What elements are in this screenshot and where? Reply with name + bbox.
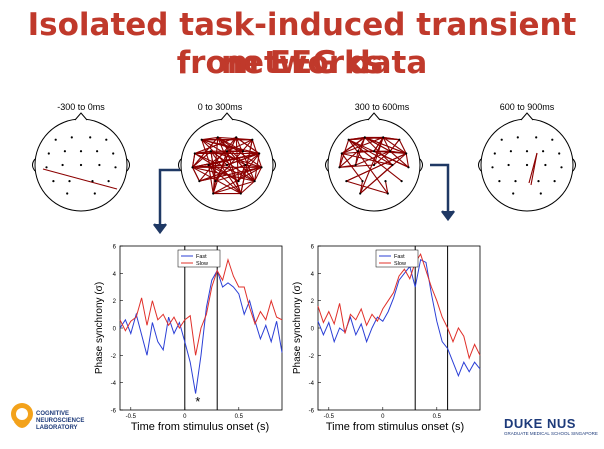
slide-title-line1: Isolated task-induced transient networks <box>27 7 577 81</box>
significance-asterisk: * <box>195 394 200 409</box>
y-tick-label: 0 <box>113 327 117 333</box>
logo-line-2: NEUROSCIENCE <box>36 418 85 424</box>
head-map-2 <box>178 112 276 212</box>
legend-label: Fast <box>196 254 207 260</box>
logo-line-1: COGNITIVE <box>36 411 70 417</box>
y-tick-label: 2 <box>113 299 117 305</box>
legend-label: Slow <box>394 261 406 267</box>
cognitive-neuroscience-lab-logo: COGNITIVE NEUROSCIENCE LABORATORY <box>2 398 132 446</box>
arrow-left <box>153 168 180 235</box>
head-map-4 <box>478 112 576 212</box>
duke-nus-subtitle: GRADUATE MEDICAL SCHOOL SINGAPORE <box>504 431 598 436</box>
duke-nus-wordmark: DUKE NUS <box>504 416 576 431</box>
y-tick-label: -6 <box>309 409 315 415</box>
window-label-3: 300 to 600ms <box>354 102 410 112</box>
y-tick-label: -2 <box>111 354 117 360</box>
arrow-right <box>430 163 455 222</box>
y-tick-label: -6 <box>111 409 117 415</box>
head-map-3 <box>325 112 423 212</box>
y-axis-label: Phase synchrony (σ) <box>292 282 303 374</box>
x-axis-label-chart-1: Time from stimulus onset (s) <box>130 421 270 433</box>
y-tick-label: 2 <box>311 299 315 305</box>
series-fast <box>119 269 283 394</box>
y-tick-label: 6 <box>113 245 117 251</box>
x-tick-label: -0.5 <box>324 414 335 420</box>
x-tick-label: 0 <box>183 414 187 420</box>
plot-frame <box>317 245 481 411</box>
window-label-1: -300 to 0ms <box>57 102 105 112</box>
x-axis-label-chart-2: Time from stimulus onset (s) <box>325 421 465 433</box>
window-label-2: 0 to 300ms <box>197 102 243 112</box>
slide-title-line2: from EEG data <box>176 45 428 81</box>
y-tick-label: 0 <box>311 327 315 333</box>
logo-line-3: LABORATORY <box>36 425 78 431</box>
x-tick-label: -0.5 <box>126 414 137 420</box>
x-tick-label: 0.5 <box>235 414 244 420</box>
series-slow <box>119 257 283 356</box>
y-tick-label: -4 <box>309 381 315 387</box>
y-tick-label: 4 <box>311 272 315 278</box>
series-slow <box>317 253 481 360</box>
legend-label: Slow <box>196 261 208 267</box>
x-tick-label: 0.5 <box>433 414 442 420</box>
y-tick-label: 4 <box>113 272 117 278</box>
window-label-4: 600 to 900ms <box>499 102 555 112</box>
y-tick-label: -2 <box>309 354 315 360</box>
y-tick-label: -4 <box>111 381 117 387</box>
y-tick-label: 6 <box>311 245 315 251</box>
duke-nus-logo: DUKE NUS GRADUATE MEDICAL SCHOOL SINGAPO… <box>504 416 600 446</box>
legend-label: Fast <box>394 254 405 260</box>
head-map-1 <box>32 112 130 212</box>
y-axis-label: Phase synchrony (σ) <box>94 282 105 374</box>
x-tick-label: 0 <box>381 414 385 420</box>
